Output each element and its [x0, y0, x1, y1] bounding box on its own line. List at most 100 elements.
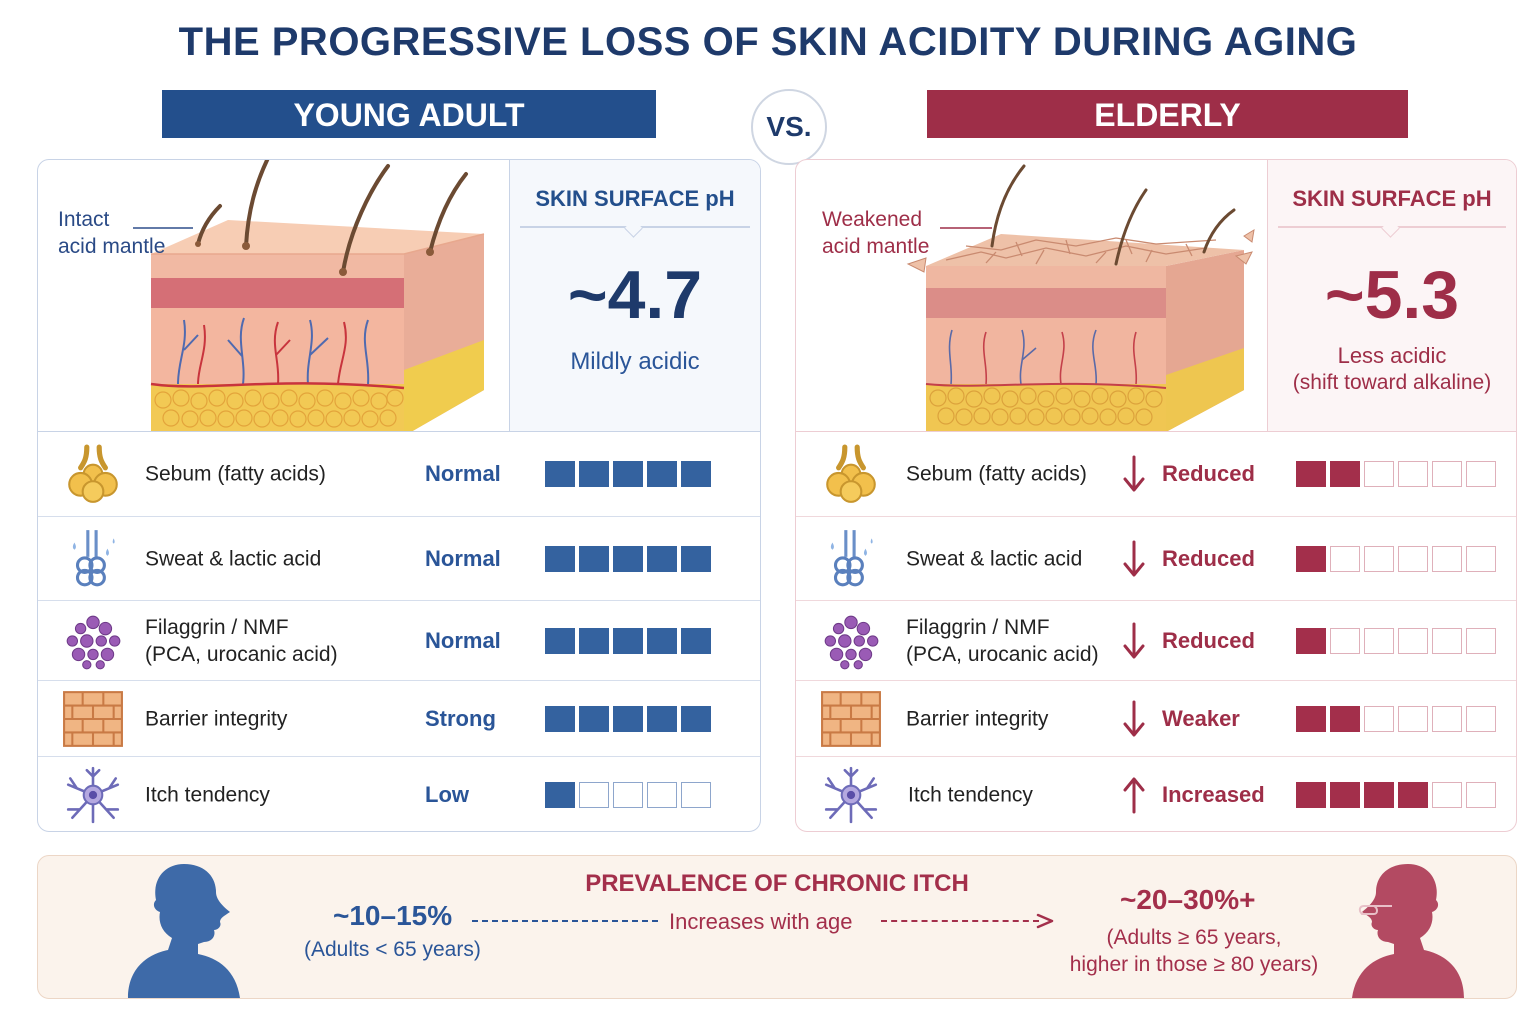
young-adult-header: YOUNG ADULT [162, 90, 656, 138]
level-segment [647, 627, 677, 654]
factor-label-line1: Filaggrin / NMF [906, 615, 1050, 639]
list-item: Sebum (fatty acids) Reduced [796, 432, 1516, 517]
sweat-gland-icon [62, 528, 124, 590]
factor-label: Itch tendency [145, 783, 270, 806]
nerve-cell-icon [820, 764, 882, 826]
level-segment [579, 461, 609, 487]
level-segment [1364, 545, 1394, 572]
level-segment [613, 627, 643, 654]
ph-title: SKIN SURFACE pH [535, 186, 735, 211]
level-segment [647, 461, 677, 487]
sebaceous-gland-icon [820, 443, 882, 505]
factor-status: Strong [425, 705, 496, 731]
ph-value: ~4.7 [567, 257, 703, 333]
down-arrow-icon [1122, 700, 1146, 738]
level-bar [1296, 461, 1496, 487]
vs-badge: VS. [751, 89, 827, 165]
level-segment [1330, 461, 1360, 487]
factor-label: Sebum (fatty acids) [145, 462, 326, 486]
level-segment [579, 781, 609, 808]
sweat-gland-icon [820, 528, 882, 590]
factor-status: Normal [425, 627, 501, 653]
level-segment [647, 781, 677, 808]
level-segment [545, 705, 575, 732]
young-dashed-line [472, 920, 658, 922]
young-person-silhouette [128, 864, 240, 998]
factor-label-line2: (PCA, urocanic acid) [145, 642, 338, 666]
prevalence-title: PREVALENCE OF CHRONIC ITCH [585, 870, 969, 897]
level-segment [1432, 627, 1462, 654]
factor-status: Normal [425, 461, 501, 486]
factor-status: Reduced [1162, 461, 1255, 486]
level-bar [1296, 705, 1496, 732]
down-arrow-icon [1122, 622, 1146, 660]
level-segment [1364, 705, 1394, 732]
level-bar [545, 461, 711, 487]
list-item: Sweat & lactic acid Normal [38, 517, 760, 601]
list-item: Sweat & lactic acid Reduced [796, 517, 1516, 601]
elderly-skin-cross-section [906, 164, 1255, 432]
prevalence-panel: PREVALENCE OF CHRONIC ITCH ~10–15% (Adul… [37, 855, 1517, 999]
factor-status: Reduced [1162, 545, 1255, 571]
nerve-cell-icon [62, 764, 124, 826]
level-segment [579, 705, 609, 732]
factor-status: Low [425, 781, 469, 807]
level-segment [1466, 545, 1496, 572]
level-bar [1296, 627, 1496, 654]
young-ph-box: SKIN SURFACE pH ~4.7 Mildly acidic [509, 160, 760, 431]
mantle-label-line2: acid mantle [822, 235, 930, 258]
mantle-label-line1: Intact [58, 208, 110, 231]
level-segment [1466, 461, 1496, 487]
up-arrow-icon [1122, 776, 1146, 814]
level-segment [1432, 461, 1462, 487]
level-segment [1398, 705, 1428, 732]
mantle-label-line1: Weakened [822, 208, 923, 231]
level-segment [545, 781, 575, 808]
factor-status: Weaker [1162, 705, 1240, 731]
level-segment [613, 461, 643, 487]
level-bar [545, 781, 711, 808]
divider-caret [1381, 219, 1400, 238]
level-segment [613, 781, 643, 808]
level-segment [1296, 461, 1326, 487]
level-segment [579, 627, 609, 654]
young-skin-illustration [38, 160, 509, 436]
level-bar [545, 545, 711, 572]
level-segment [1432, 545, 1462, 572]
level-segment [1330, 627, 1360, 654]
ph-description-line2: (shift toward alkaline) [1292, 371, 1492, 394]
elderly-skin-illustration [796, 160, 1267, 432]
list-item: Barrier integrity Weaker [796, 681, 1516, 757]
level-segment [1466, 781, 1496, 808]
factor-label: Sweat & lactic acid [906, 547, 1083, 570]
level-bar [545, 705, 711, 732]
elderly-dashed-line [881, 920, 1039, 922]
factor-label: Sweat & lactic acid [145, 547, 322, 570]
factor-label: Filaggrin / NMF (PCA, urocanic acid) [906, 614, 1099, 668]
level-segment [1398, 627, 1428, 654]
factor-label-line1: Filaggrin / NMF [145, 615, 289, 639]
list-item: Barrier integrity Strong [38, 681, 760, 757]
arrow-label: Increases with age [669, 909, 853, 934]
elderly-prevalence-value: ~20–30%+ [1120, 884, 1256, 915]
level-segment [681, 781, 711, 808]
factor-label: Barrier integrity [906, 707, 1049, 730]
sebaceous-gland-icon [62, 443, 124, 505]
factor-status: Normal [425, 545, 501, 571]
elderly-header: ELDERLY [927, 90, 1408, 138]
ph-value: ~5.3 [1324, 257, 1460, 333]
young-skin-cross-section [133, 160, 485, 436]
level-bar [1296, 545, 1496, 572]
young-adult-panel: Intact acid mantle SKIN SURFACE pH ~4.7 … [37, 159, 761, 832]
level-segment [681, 705, 711, 732]
level-segment [1296, 627, 1326, 654]
level-segment [647, 705, 677, 732]
level-segment [647, 545, 677, 572]
ph-title: SKIN SURFACE pH [1292, 186, 1492, 211]
level-segment [545, 461, 575, 487]
intact-acid-mantle-label: Intact acid mantle [58, 206, 165, 260]
list-item: Filaggrin / NMF (PCA, urocanic acid) Nor… [38, 601, 760, 681]
elderly-ph-box: SKIN SURFACE pH ~5.3 Less acidic (shift … [1267, 160, 1516, 431]
young-prevalence-value: ~10–15% [333, 900, 453, 931]
level-segment [613, 545, 643, 572]
